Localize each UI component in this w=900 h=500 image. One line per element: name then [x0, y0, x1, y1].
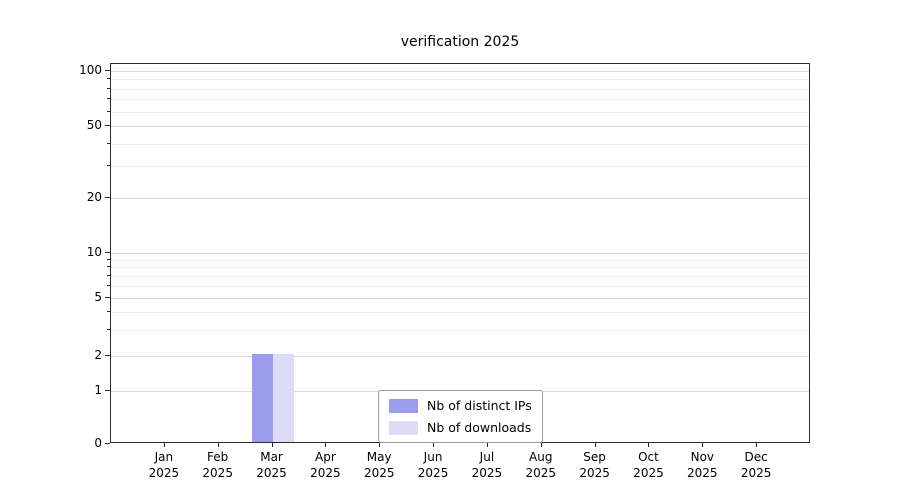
y-tick-mark: [105, 70, 110, 71]
gridline: [111, 126, 809, 127]
x-tick-label: Dec 2025: [740, 450, 772, 480]
y-tick-mark: [105, 125, 110, 126]
x-tick-label: Jun 2025: [417, 450, 449, 480]
y-tick-label: 50: [86, 118, 102, 132]
y-minor-tick-mark: [107, 329, 110, 331]
y-tick-label: 2: [94, 348, 102, 362]
legend: Nb of distinct IPs Nb of downloads: [378, 390, 543, 443]
x-tick-mark: [702, 443, 704, 447]
gridline: [111, 143, 809, 145]
legend-swatch: [389, 398, 418, 413]
y-minor-tick-mark: [107, 110, 110, 112]
y-minor-tick-mark: [107, 275, 110, 277]
x-tick-label: Oct 2025: [633, 450, 664, 480]
x-tick-mark: [540, 443, 542, 447]
gridline: [111, 298, 809, 299]
gridline: [111, 259, 809, 261]
gridline: [111, 356, 809, 357]
legend-label: Nb of distinct IPs: [427, 398, 532, 413]
chart-title: verification 2025: [400, 34, 520, 50]
legend-item: Nb of downloads: [389, 420, 532, 435]
x-tick-mark: [325, 443, 327, 447]
x-tick-label: Feb 2025: [202, 450, 233, 480]
x-tick-label: Nov 2025: [687, 450, 718, 480]
y-tick-mark: [105, 390, 110, 391]
y-minor-tick-mark: [107, 78, 110, 80]
gridline: [111, 99, 809, 101]
legend-item: Nb of distinct IPs: [389, 398, 532, 413]
y-tick-label: 0: [94, 436, 102, 450]
y-tick-label: 10: [86, 245, 102, 259]
y-minor-tick-mark: [107, 98, 110, 100]
x-tick-mark: [163, 443, 165, 447]
gridline: [111, 166, 809, 168]
x-tick-mark: [756, 443, 758, 447]
y-minor-tick-mark: [107, 142, 110, 144]
y-tick-label: 5: [94, 290, 102, 304]
gridline: [111, 330, 809, 332]
x-tick-label: Aug 2025: [525, 450, 557, 480]
y-minor-tick-mark: [107, 285, 110, 287]
gridline: [111, 71, 809, 72]
x-tick-label: Jul 2025: [471, 450, 503, 480]
gridline: [111, 111, 809, 113]
y-tick-label: 100: [79, 63, 102, 77]
gridline: [111, 79, 809, 81]
x-tick-label: May 2025: [363, 450, 395, 480]
gridline: [111, 267, 809, 269]
x-tick-mark: [433, 443, 435, 447]
gridline: [111, 88, 809, 90]
x-tick-mark: [271, 443, 273, 447]
y-tick-label: 1: [94, 383, 102, 397]
y-tick-mark: [105, 443, 110, 444]
x-tick-mark: [217, 443, 219, 447]
y-tick-label: 20: [86, 190, 102, 204]
x-tick-mark: [594, 443, 596, 447]
x-tick-mark: [486, 443, 488, 447]
y-minor-tick-mark: [107, 258, 110, 260]
y-tick-mark: [105, 197, 110, 198]
y-tick-mark: [105, 355, 110, 356]
y-tick-mark: [105, 297, 110, 298]
y-tick-mark: [105, 252, 110, 253]
legend-swatch: [389, 420, 418, 435]
x-tick-label: Mar 2025: [256, 450, 287, 480]
x-tick-label: Sep 2025: [579, 450, 610, 480]
gridline: [111, 312, 809, 314]
gridline: [111, 286, 809, 288]
y-minor-tick-mark: [107, 266, 110, 268]
bar-nb-of-downloads: [272, 354, 294, 442]
y-minor-tick-mark: [107, 165, 110, 167]
x-tick-mark: [379, 443, 381, 447]
y-minor-tick-mark: [107, 311, 110, 313]
gridline: [111, 198, 809, 199]
x-tick-mark: [648, 443, 650, 447]
x-tick-label: Apr 2025: [310, 450, 341, 480]
y-minor-tick-mark: [107, 87, 110, 89]
gridline: [111, 253, 809, 254]
plot-area: [110, 63, 810, 443]
gridline: [111, 276, 809, 278]
legend-label: Nb of downloads: [427, 420, 532, 435]
bar-nb-of-distinct-ips: [251, 354, 273, 442]
x-tick-label: Jan 2025: [148, 450, 180, 480]
